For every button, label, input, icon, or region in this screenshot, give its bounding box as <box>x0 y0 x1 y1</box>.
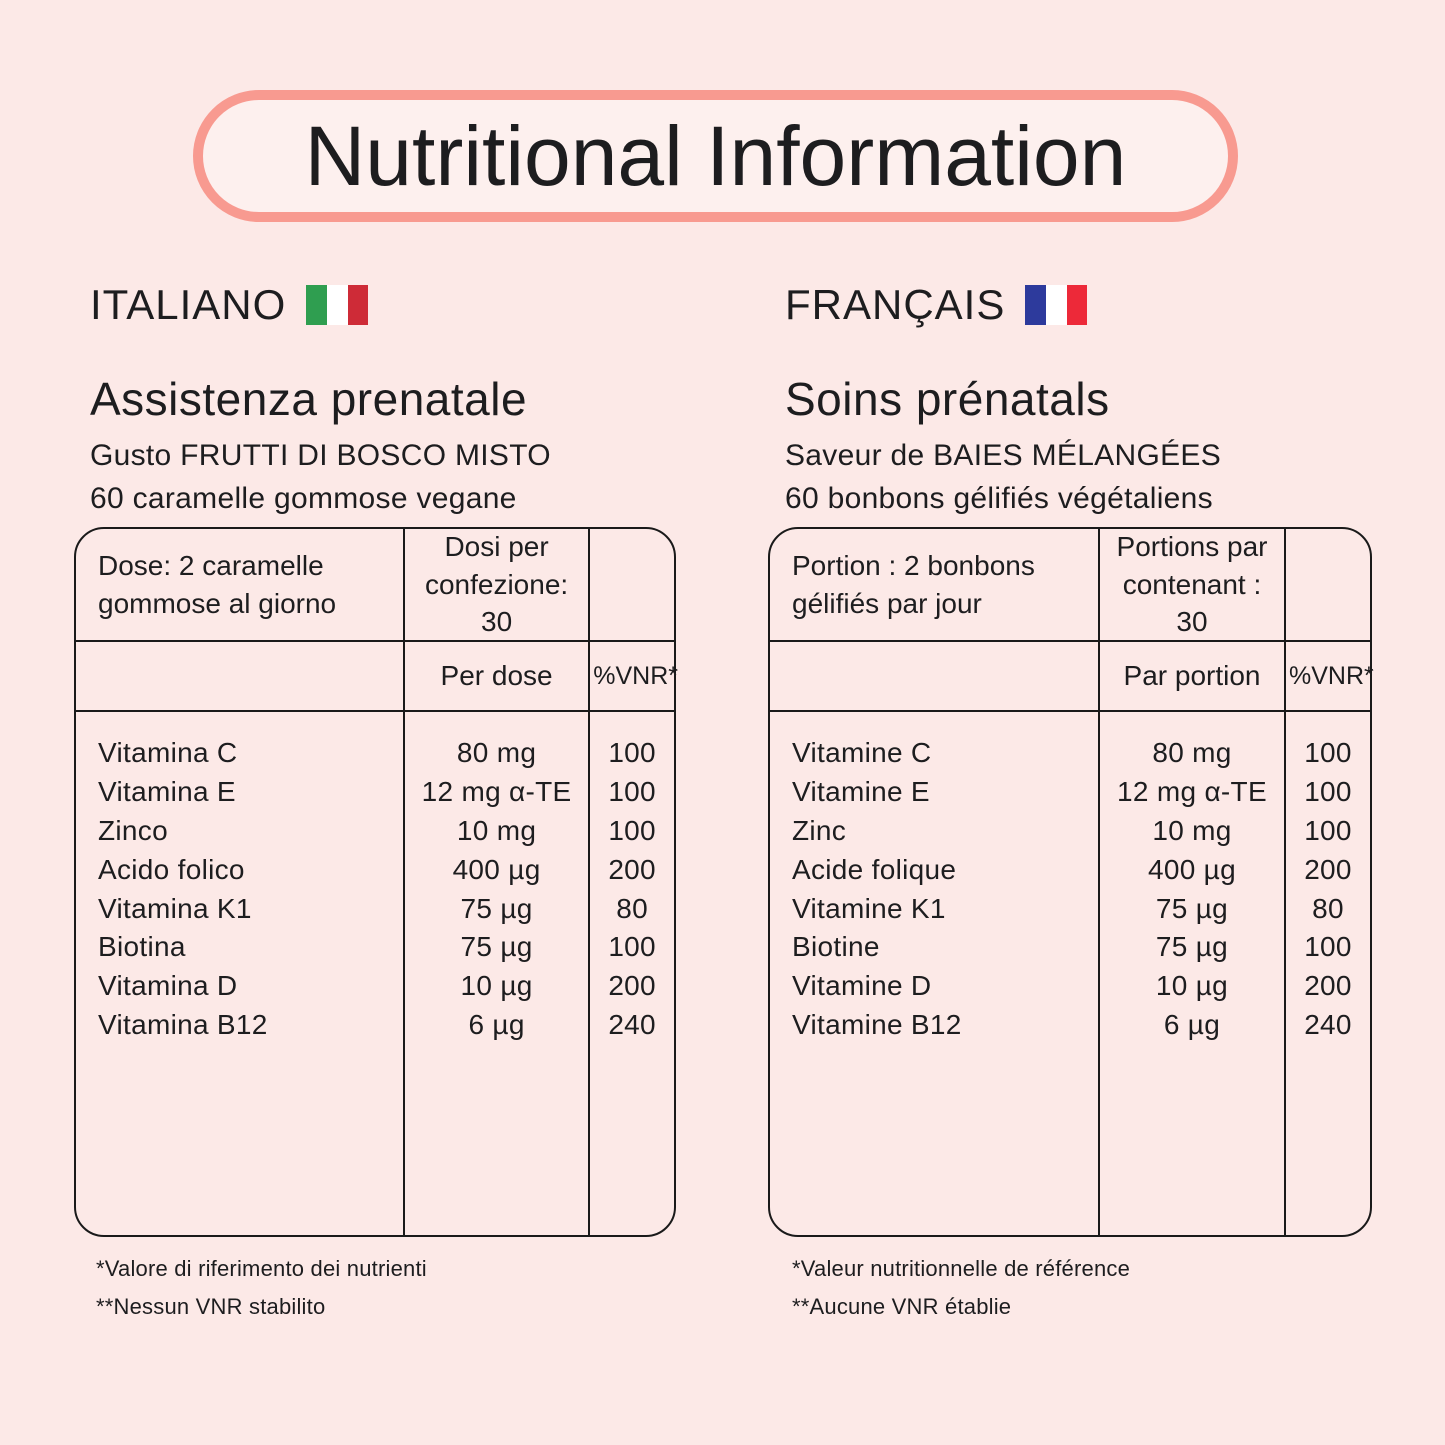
section-heading-italian: Assistenza prenatale Gusto FRUTTI DI BOS… <box>90 372 730 516</box>
nutrient-amount-column: 80 mg 12 mg α-TE 10 mg 400 µg 75 µg 75 µ… <box>405 712 591 1235</box>
nutrient-vnr: 240 <box>1304 1008 1352 1040</box>
nutrient-amount-column: 80 mg 12 mg α-TE 10 mg 400 µg 75 µg 75 µ… <box>1100 712 1286 1235</box>
italy-flag-stripe-white <box>326 285 348 325</box>
nutrient-amount: 10 mg <box>1152 814 1232 846</box>
serving-size-cell: Portion : 2 bonbons gélifiés par jour <box>770 529 1100 642</box>
nutrient-name: Vitamina B12 <box>98 1008 268 1040</box>
title-pill: Nutritional Information <box>193 90 1238 222</box>
count-line-french: 60 bonbons gélifiés végétaliens <box>785 482 1213 515</box>
language-label-french: FRANÇAIS <box>785 281 1006 328</box>
nutrient-name: Acide folique <box>792 853 957 885</box>
page-title: Nutritional Information <box>304 108 1127 203</box>
nutrient-name: Biotine <box>792 931 880 963</box>
footnote-no-vnr: **Nessun VNR stabilito <box>96 1293 326 1319</box>
nutrient-name-column: Vitamine C Vitamine E Zinc Acide folique… <box>770 712 1100 1235</box>
footnotes-italian: *Valore di riferimento dei nutrienti **N… <box>96 1250 427 1326</box>
nutrient-amount: 75 µg <box>1155 892 1229 924</box>
nutrient-amount: 75 µg <box>1155 931 1229 963</box>
nutrient-amount: 75 µg <box>460 892 533 924</box>
nutrient-name: Vitamina E <box>98 776 236 808</box>
france-flag-stripe-red <box>1066 285 1088 325</box>
subheader-spacer-cell <box>770 642 1100 712</box>
vnr-label-cell: %VNR* <box>590 642 678 712</box>
nutrient-name: Vitamina K1 <box>98 892 252 924</box>
footnote-no-vnr: **Aucune VNR établie <box>792 1293 1012 1319</box>
footnote-vnr-definition: *Valore di riferimento dei nutrienti <box>96 1256 427 1281</box>
header-spacer-cell <box>1286 529 1370 642</box>
nutrient-vnr: 200 <box>608 853 656 885</box>
nutrient-amount: 10 µg <box>1155 970 1229 1002</box>
nutrient-amount: 75 µg <box>460 931 533 963</box>
section-heading-french: Soins prénatals Saveur de BAIES MÉLANGÉE… <box>785 372 1425 516</box>
nutrient-vnr: 80 <box>1312 892 1344 924</box>
nutrient-vnr: 200 <box>1304 853 1352 885</box>
per-dose-label-cell: Per dose <box>404 642 591 712</box>
nutrient-vnr: 240 <box>608 1008 656 1040</box>
nutrient-amount: 80 mg <box>1152 737 1232 769</box>
count-line-italian: 60 caramelle gommose vegane <box>90 482 517 515</box>
nutrient-vnr: 100 <box>1304 931 1352 963</box>
france-flag-icon <box>1025 285 1088 325</box>
vnr-label-cell: %VNR* <box>1286 642 1374 712</box>
nutrient-name: Acido folico <box>98 853 245 885</box>
nutrient-amount: 12 mg α-TE <box>1117 776 1267 808</box>
language-label-italian: ITALIANO <box>90 281 287 328</box>
nutrient-vnr: 100 <box>608 737 656 769</box>
language-row-italian: ITALIANO <box>90 281 369 329</box>
nutrition-table-french: Portion : 2 bonbons gélifiés par jour Po… <box>768 527 1374 1237</box>
nutrient-vnr: 100 <box>1304 814 1352 846</box>
servings-per-pack-cell: Dosi per confezione: 30 <box>404 529 591 642</box>
nutrient-amount: 400 µg <box>452 853 541 885</box>
nutrient-vnr: 100 <box>608 931 656 963</box>
italy-flag-stripe-red <box>347 285 369 325</box>
nutrient-vnr: 100 <box>608 776 656 808</box>
nutrient-vnr: 80 <box>616 892 648 924</box>
flavor-line-french: Saveur de BAIES MÉLANGÉES <box>785 439 1222 472</box>
nutrient-amount: 400 µg <box>1147 853 1236 885</box>
nutrient-name: Vitamine C <box>792 737 932 769</box>
nutrient-name: Vitamina C <box>98 737 238 769</box>
language-row-french: FRANÇAIS <box>785 281 1088 329</box>
nutrient-name-column: Vitamina C Vitamina E Zinco Acido folico… <box>76 712 405 1235</box>
nutrient-vnr: 200 <box>1304 970 1352 1002</box>
nutrient-vnr-column: 100 100 100 200 80 100 200 240 <box>590 712 674 1235</box>
subheader-spacer-cell <box>76 642 405 712</box>
nutrient-name: Zinco <box>98 814 168 846</box>
nutrient-name: Vitamine D <box>792 970 932 1002</box>
header-spacer-cell <box>590 529 674 642</box>
france-flag-stripe-blue <box>1025 285 1047 325</box>
nutrient-name: Vitamine E <box>792 776 930 808</box>
nutrient-name: Vitamine B12 <box>792 1008 962 1040</box>
nutrient-vnr-column: 100 100 100 200 80 100 200 240 <box>1286 712 1370 1235</box>
nutrient-name: Vitamine K1 <box>792 892 946 924</box>
nutrient-name: Biotina <box>98 931 186 963</box>
serving-size-cell: Dose: 2 caramelle gommose al giorno <box>76 529 405 642</box>
nutrient-vnr: 200 <box>608 970 656 1002</box>
nutrient-vnr: 100 <box>608 814 656 846</box>
nutrient-amount: 10 mg <box>456 814 537 846</box>
footnotes-french: *Valeur nutritionnelle de référence **Au… <box>792 1250 1130 1326</box>
flavor-line-italian: Gusto FRUTTI DI BOSCO MISTO <box>90 439 551 472</box>
italy-flag-icon <box>306 285 369 325</box>
nutrient-name: Zinc <box>792 814 847 846</box>
nutrient-amount: 10 µg <box>460 970 533 1002</box>
nutrition-table-italian: Dose: 2 caramelle gommose al giorno Dosi… <box>74 527 678 1237</box>
per-dose-label-cell: Par portion <box>1100 642 1286 712</box>
nutrient-amount: 6 µg <box>468 1008 525 1040</box>
servings-per-pack-cell: Portions par contenant : 30 <box>1100 529 1286 642</box>
nutrient-vnr: 100 <box>1304 776 1352 808</box>
product-title-french: Soins prénatals <box>785 373 1110 425</box>
nutrient-amount: 80 mg <box>456 737 537 769</box>
nutrient-vnr: 100 <box>1304 737 1352 769</box>
product-title-italian: Assistenza prenatale <box>90 373 528 425</box>
nutrient-name: Vitamina D <box>98 970 238 1002</box>
italy-flag-stripe-green <box>306 285 327 325</box>
nutrient-amount: 12 mg α-TE <box>421 776 572 808</box>
france-flag-stripe-white <box>1046 285 1067 325</box>
nutrient-amount: 6 µg <box>1163 1008 1221 1040</box>
footnote-vnr-definition: *Valeur nutritionnelle de référence <box>792 1256 1131 1281</box>
